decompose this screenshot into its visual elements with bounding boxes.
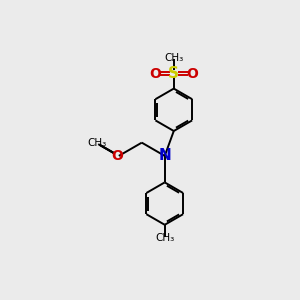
Text: CH₃: CH₃ xyxy=(87,138,106,148)
Text: S: S xyxy=(168,66,179,81)
Text: O: O xyxy=(111,149,123,163)
Text: N: N xyxy=(158,148,171,164)
Text: O: O xyxy=(150,67,161,81)
Text: CH₃: CH₃ xyxy=(155,233,174,243)
Text: CH₃: CH₃ xyxy=(164,53,183,63)
Text: O: O xyxy=(186,67,198,81)
